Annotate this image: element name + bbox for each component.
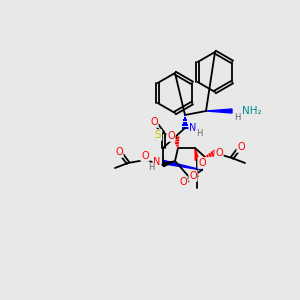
Polygon shape — [162, 161, 175, 167]
Text: O: O — [150, 117, 158, 127]
Text: H: H — [196, 130, 202, 139]
Text: O: O — [141, 151, 149, 161]
Text: O: O — [189, 171, 197, 181]
Text: S: S — [155, 130, 161, 140]
Polygon shape — [195, 148, 199, 160]
Text: O: O — [198, 158, 206, 168]
Text: H: H — [148, 164, 154, 172]
Text: N: N — [153, 157, 161, 167]
Text: H: H — [234, 113, 240, 122]
Polygon shape — [206, 109, 232, 113]
Text: NH₂: NH₂ — [242, 106, 262, 116]
Text: O: O — [179, 177, 187, 187]
Text: O: O — [215, 148, 223, 158]
Text: O: O — [237, 142, 245, 152]
Text: N: N — [189, 123, 197, 133]
Polygon shape — [163, 160, 202, 170]
Text: O: O — [115, 147, 123, 157]
Text: O: O — [167, 131, 175, 141]
